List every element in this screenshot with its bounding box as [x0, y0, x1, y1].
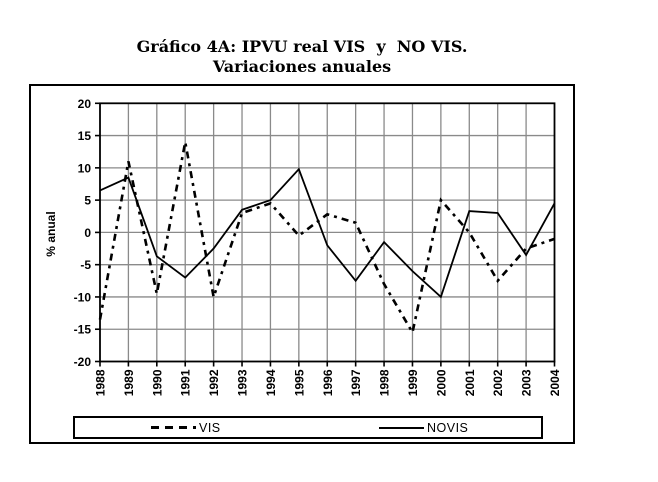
vis-dashed-line-sample	[151, 426, 196, 429]
y-tick-label: -15	[74, 323, 92, 337]
vis-series-line	[98, 141, 555, 336]
x-tick-label: 1992	[207, 369, 221, 396]
y-tick-label: 10	[78, 161, 92, 175]
x-tick-label: 1994	[264, 369, 278, 396]
y-tick-label: -20	[74, 355, 92, 369]
legend-label-vis: VIS	[199, 420, 221, 435]
x-tick-label: 1996	[321, 369, 335, 396]
novis-series-line	[99, 167, 556, 299]
y-tick-label: 5	[84, 194, 91, 208]
x-tick-label: 1990	[150, 369, 164, 396]
y-tick-label: 20	[78, 97, 92, 111]
x-tick-label: 1993	[236, 369, 250, 396]
x-tick-label: 2003	[520, 369, 534, 396]
chart-subtitle: Variaciones anuales	[212, 57, 392, 76]
y-tick-label: 15	[78, 129, 92, 143]
x-tick-label: 2002	[491, 369, 505, 396]
legend-entry-vis: VIS	[151, 418, 221, 437]
legend-entry-novis: NOVIS	[379, 418, 468, 437]
legend-label-novis: NOVIS	[427, 420, 469, 435]
y-tick-label: -10	[74, 290, 92, 304]
novis-solid-line-sample	[379, 426, 424, 429]
x-tick-label: 2001	[463, 369, 477, 396]
chart-frame	[29, 84, 575, 444]
x-tick-label: 2004	[548, 369, 562, 396]
x-tick-label: 1999	[406, 369, 420, 396]
legend: VIS NOVIS	[73, 416, 543, 439]
x-tick-label: 2000	[434, 369, 448, 396]
x-tick-label: 1988	[94, 369, 108, 396]
x-tick-label: 1989	[122, 369, 136, 396]
x-tick-label: 1998	[378, 369, 392, 396]
x-tick-label: 1995	[292, 369, 306, 396]
y-tick-label: -5	[80, 258, 91, 272]
chart-title-block: Gráfico 4A: IPVU real VIS y NO VIS. Vari…	[29, 37, 575, 77]
chart-title: Gráfico 4A: IPVU real VIS y NO VIS.	[136, 37, 468, 56]
x-tick-label: 1997	[349, 369, 363, 396]
y-tick-label: 0	[84, 226, 91, 240]
x-tick-label: 1991	[179, 369, 193, 396]
